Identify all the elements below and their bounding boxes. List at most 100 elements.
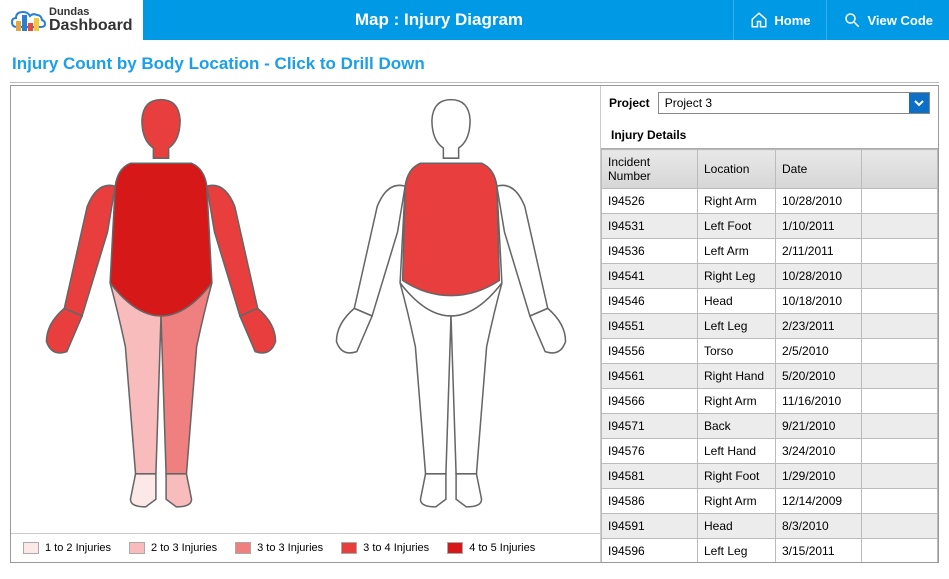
cell-date: 1/29/2010 (776, 464, 862, 489)
legend-item: 4 to 5 Injuries (447, 542, 535, 554)
cell-location: Left Leg (698, 314, 776, 339)
table-row[interactable]: I94556 Torso 2/5/2010 (602, 339, 938, 364)
logo-text: Dundas Dashboard (49, 7, 133, 34)
cell-date: 12/14/2009 (776, 489, 862, 514)
legend-swatch (23, 542, 39, 554)
table-row[interactable]: I94541 Right Leg 10/28/2010 (602, 264, 938, 289)
body-region-torso[interactable] (110, 163, 212, 316)
content: 1 to 2 Injuries 2 to 3 Injuries 3 to 3 I… (10, 85, 939, 563)
cell-extra (862, 289, 938, 314)
cell-location: Right Arm (698, 389, 776, 414)
table-row[interactable]: I94551 Left Leg 2/23/2011 (602, 314, 938, 339)
cell-incident: I94531 (602, 214, 698, 239)
topbar: Dundas Dashboard Map : Injury Diagram Ho… (0, 0, 949, 40)
legend-swatch (447, 542, 463, 554)
body-region-left_foot[interactable] (420, 474, 445, 507)
body-region-left_hand[interactable] (46, 308, 82, 353)
cell-extra (862, 414, 938, 439)
cell-incident: I94536 (602, 239, 698, 264)
cell-date: 11/16/2010 (776, 389, 862, 414)
cell-location: Right Arm (698, 489, 776, 514)
cell-extra (862, 539, 938, 563)
cell-location: Right Foot (698, 464, 776, 489)
home-icon (750, 11, 768, 29)
cell-location: Right Arm (698, 189, 776, 214)
body-region-left_arm[interactable] (354, 185, 405, 316)
side-panel: Project Project 3 Injury Details Inciden… (601, 86, 938, 562)
table-row[interactable]: I94576 Left Hand 3/24/2010 (602, 439, 938, 464)
body-region-right_arm[interactable] (496, 185, 547, 316)
cell-extra (862, 364, 938, 389)
cell-date: 1/10/2011 (776, 214, 862, 239)
cell-incident: I94556 (602, 339, 698, 364)
legend-swatch (341, 542, 357, 554)
table-scroll[interactable]: Incident Number Location Date I94526 Rig… (601, 148, 938, 562)
cell-location: Head (698, 289, 776, 314)
legend-label: 3 to 3 Injuries (257, 542, 323, 554)
cell-incident: I94571 (602, 414, 698, 439)
table-row[interactable]: I94526 Right Arm 10/28/2010 (602, 189, 938, 214)
table-row[interactable]: I94566 Right Arm 11/16/2010 (602, 389, 938, 414)
legend-label: 1 to 2 Injuries (45, 542, 111, 554)
body-region-back[interactable] (402, 163, 499, 295)
legend-item: 3 to 3 Injuries (235, 542, 323, 554)
cell-location: Left Hand (698, 439, 776, 464)
col-incident[interactable]: Incident Number (602, 150, 698, 189)
home-button[interactable]: Home (733, 0, 826, 40)
table-row[interactable]: I94586 Right Arm 12/14/2009 (602, 489, 938, 514)
cell-extra (862, 189, 938, 214)
cell-incident: I94596 (602, 539, 698, 563)
cell-extra (862, 514, 938, 539)
cell-incident: I94546 (602, 289, 698, 314)
body-diagram-area: 1 to 2 Injuries 2 to 3 Injuries 3 to 3 I… (11, 86, 601, 562)
body-region-right_foot[interactable] (456, 474, 481, 507)
project-label: Project (609, 96, 650, 110)
cell-extra (862, 464, 938, 489)
body-back[interactable] (311, 92, 591, 512)
cell-date: 10/28/2010 (776, 189, 862, 214)
project-select[interactable]: Project 3 (658, 92, 930, 114)
body-region-left_foot[interactable] (130, 474, 155, 507)
cell-extra (862, 339, 938, 364)
table-row[interactable]: I94546 Head 10/18/2010 (602, 289, 938, 314)
cell-incident: I94581 (602, 464, 698, 489)
cell-incident: I94576 (602, 439, 698, 464)
cell-date: 5/20/2010 (776, 364, 862, 389)
cell-incident: I94541 (602, 264, 698, 289)
body-region-right_foot[interactable] (166, 474, 191, 507)
table-row[interactable]: I94531 Left Foot 1/10/2011 (602, 214, 938, 239)
table-row[interactable]: I94561 Right Hand 5/20/2010 (602, 364, 938, 389)
col-location[interactable]: Location (698, 150, 776, 189)
body-region-head[interactable] (431, 100, 469, 159)
cell-location: Back (698, 414, 776, 439)
table-row[interactable]: I94571 Back 9/21/2010 (602, 414, 938, 439)
logo: Dundas Dashboard (0, 0, 145, 40)
cell-incident: I94561 (602, 364, 698, 389)
table-row[interactable]: I94596 Left Leg 3/15/2011 (602, 539, 938, 563)
cell-date: 2/11/2011 (776, 239, 862, 264)
body-region-head[interactable] (141, 100, 179, 159)
body-region-left_arm[interactable] (64, 185, 115, 316)
cell-incident: I94591 (602, 514, 698, 539)
cell-extra (862, 239, 938, 264)
body-region-right_hand[interactable] (529, 308, 565, 353)
body-region-right_arm[interactable] (206, 185, 257, 316)
legend-label: 3 to 4 Injuries (363, 542, 429, 554)
body-front[interactable] (21, 92, 301, 512)
table-row[interactable]: I94581 Right Foot 1/29/2010 (602, 464, 938, 489)
body-region-left_hand[interactable] (336, 308, 372, 353)
legend-item: 1 to 2 Injuries (23, 542, 111, 554)
cell-location: Right Leg (698, 264, 776, 289)
chevron-down-icon (909, 93, 929, 113)
legend: 1 to 2 Injuries 2 to 3 Injuries 3 to 3 I… (11, 533, 600, 562)
table-row[interactable]: I94536 Left Arm 2/11/2011 (602, 239, 938, 264)
viewcode-button[interactable]: View Code (826, 0, 949, 40)
cell-extra (862, 314, 938, 339)
table-row[interactable]: I94591 Head 8/3/2010 (602, 514, 938, 539)
cell-extra (862, 489, 938, 514)
cell-location: Right Hand (698, 364, 776, 389)
cell-date: 8/3/2010 (776, 514, 862, 539)
body-region-right_hand[interactable] (239, 308, 275, 353)
cell-date: 2/23/2011 (776, 314, 862, 339)
col-date[interactable]: Date (776, 150, 862, 189)
